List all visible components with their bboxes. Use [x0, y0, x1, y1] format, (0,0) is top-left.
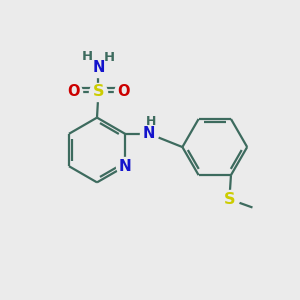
Text: H: H	[82, 50, 93, 63]
Text: S: S	[93, 84, 104, 99]
Text: H: H	[104, 51, 115, 64]
Text: N: N	[143, 126, 155, 141]
Text: N: N	[119, 159, 131, 174]
Text: O: O	[117, 84, 130, 99]
Text: N: N	[92, 60, 105, 75]
Text: O: O	[67, 84, 80, 99]
Text: S: S	[224, 192, 235, 207]
Text: H: H	[146, 115, 156, 128]
